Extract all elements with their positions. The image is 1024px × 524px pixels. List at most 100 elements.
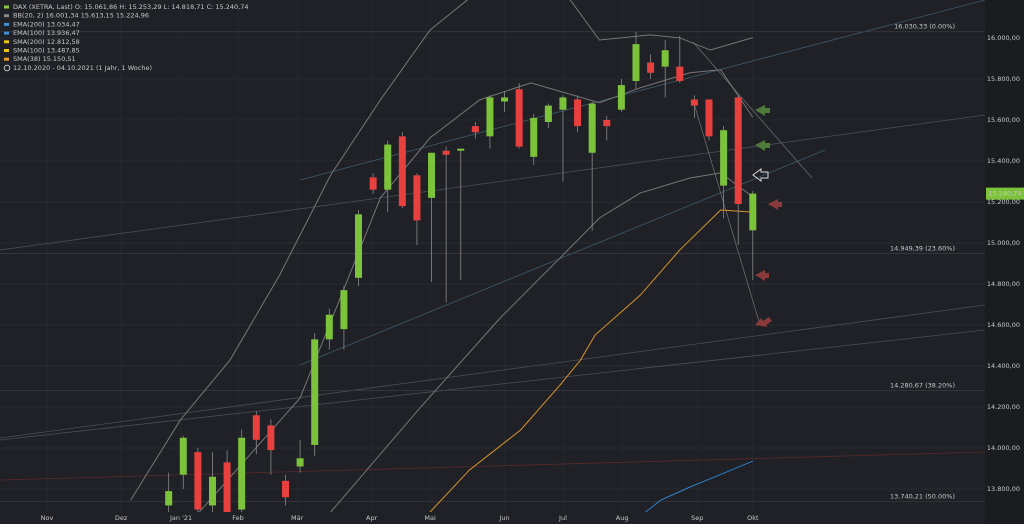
candle-body [559,97,567,110]
fib-label: 14.949,39 (23.60%) [890,244,955,252]
legend-entry: SMA(38) 15.150,51 [13,55,76,63]
arrow [755,140,770,151]
legend-swatch [4,31,9,35]
trendline [0,451,985,481]
candle-body [574,99,582,127]
legend-entry: SMA(100) 13.487,85 [13,47,80,55]
candle-body [705,99,713,137]
candle-body [398,136,406,207]
candle-body [281,480,289,498]
candle-body [471,126,479,133]
y-tick-label: 15.600,00 [987,116,1020,124]
y-tick-label: 14.600,00 [987,321,1020,329]
candle-body [223,462,231,512]
x-tick-label: Jul [558,514,567,522]
legend-swatch [4,14,9,18]
legend-swatch [4,57,9,61]
y-tick-label: 14.200,00 [987,403,1020,411]
x-tick-label: Apr [366,514,378,522]
x-tick-label: Sep [691,514,703,522]
legend-entry: SMA(200) 12.812,58 [13,38,80,46]
candle-body [676,66,684,81]
arrow [755,317,772,327]
candle-body [355,214,363,278]
y-tick-label: 15.800,00 [987,75,1020,83]
arrow [755,105,770,116]
candle-body [165,491,173,506]
x-tick-label: Mär [291,514,304,522]
candle-body [457,148,465,151]
candle-body [544,105,552,123]
candle-body [720,130,728,186]
legend-entry: 12.10.2020 - 04.10.2021 (1 Jahr, 1 Woche… [13,64,152,72]
indicator-line [429,209,753,512]
y-tick-label: 16.000,00 [987,34,1020,42]
arrows [752,105,782,327]
x-tick-label: Mai [424,514,436,522]
legend-entry: BB(20, 2) 16.001,34 15.613,15 15.224,96 [13,12,149,20]
candle-body [238,437,246,510]
candle-body [340,290,348,330]
candle-body [413,175,421,221]
trendline [0,114,985,251]
indicator-line [198,69,754,512]
x-tick-label: Okt [747,514,759,522]
trendlines [0,0,985,481]
candle-body [690,99,698,106]
candle-body [647,62,655,73]
candle-body [194,452,202,510]
arrow [752,168,769,182]
fib-label: 14.280,67 (38.20%) [890,381,955,389]
y-tick-label: 13.800,00 [987,485,1020,493]
candle-body [325,314,333,340]
clock-icon [3,64,11,72]
arrow [755,270,769,281]
candle-body [530,117,538,157]
axis-bg [985,0,1024,524]
indicator-line [330,172,754,512]
candle-body [267,425,275,451]
candle-body [501,97,509,102]
trendline [299,0,985,181]
last-price-box [986,187,1024,200]
y-tick-label: 14.400,00 [987,362,1020,370]
x-tick-label: Nov [41,514,54,522]
y-tick-label: 15.200,00 [987,198,1020,206]
fib-label: 16.030,33 (0.00%) [894,23,955,31]
fib-label: 13.740,21 (50.00%) [890,492,955,500]
x-tick-label: Dez [115,514,128,522]
y-tick-label: 15.400,00 [987,157,1020,165]
legend-entry: EMA(100) 13.936,47 [13,29,80,37]
candle-body [428,152,436,198]
legend-swatch [4,40,9,44]
y-tick-label: 15.000,00 [987,239,1020,247]
indicator-line [644,460,753,512]
indicator-line [130,0,753,501]
candle-body [588,103,596,153]
trendline [0,329,985,441]
candle-body [369,177,377,190]
x-tick-label: Feb [232,514,244,522]
legend-entry: DAX (XETRA, Last) O: 15.061,86 H: 15.253… [13,3,249,11]
legend-swatch [4,49,9,52]
last-price-label: 15.240,74 [988,190,1021,198]
x-tick-label: Jun [498,514,509,522]
candle-body [311,339,319,445]
candle-body [617,85,625,110]
legend-entry: EMA(200) 13.034,47 [13,20,80,28]
candle-body [296,458,304,467]
candle-body [632,44,640,81]
y-tick-label: 14.000,00 [987,444,1020,452]
y-tick-label: 14.800,00 [987,280,1020,288]
candle-body [252,415,260,440]
legend-swatch [4,5,9,9]
plot-bg [0,0,985,512]
candle-body [749,193,757,231]
candle-body [179,437,187,475]
trendline [692,41,813,179]
arrow [768,199,782,210]
candle-body [208,476,216,506]
trendline [0,304,985,439]
candle-body [442,150,450,155]
